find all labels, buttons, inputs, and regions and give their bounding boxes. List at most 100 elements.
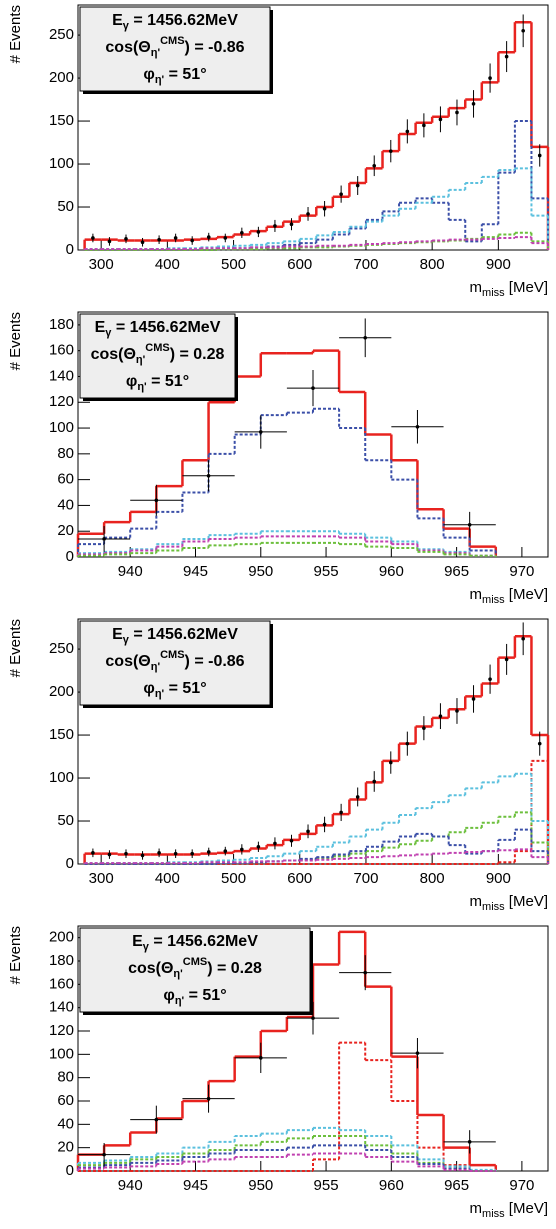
data-point xyxy=(467,1140,472,1144)
data-point xyxy=(273,224,277,228)
subscript: η' xyxy=(151,47,161,59)
text-part: E xyxy=(112,626,123,643)
x-tick-label: 300 xyxy=(89,256,114,273)
text-part: [MeV] xyxy=(505,586,548,603)
x-tick-label: 970 xyxy=(509,1177,534,1194)
data-point xyxy=(223,849,228,853)
y-tick-label: 160 xyxy=(49,975,74,992)
data-point xyxy=(273,841,277,846)
text-part: E xyxy=(95,319,106,336)
y-tick-label: 20 xyxy=(57,522,74,539)
y-tick-label: 80 xyxy=(57,1069,74,1086)
y-axis-label: # Events xyxy=(7,619,24,677)
y-tick-label: 80 xyxy=(57,445,74,462)
data-point xyxy=(488,677,492,681)
data-point xyxy=(258,430,263,434)
data-point xyxy=(289,222,294,227)
data-point xyxy=(422,123,426,128)
data-point xyxy=(157,851,161,855)
y-tick-label: 120 xyxy=(49,1022,74,1039)
text-part: = 51° xyxy=(184,987,226,1004)
data-point xyxy=(355,183,360,188)
x-tick-label: 400 xyxy=(155,256,180,273)
y-tick-label: 50 xyxy=(57,812,74,829)
annotation: Eγ = 1456.62MeV xyxy=(112,626,238,646)
annotation: φη' = 51° xyxy=(163,987,226,1007)
x-axis-label: mmiss [MeV] xyxy=(470,586,548,606)
subscript: η' xyxy=(175,995,185,1007)
y-tick-label: 100 xyxy=(49,1045,74,1062)
x-tick-label: 900 xyxy=(486,256,511,273)
data-point xyxy=(190,851,194,856)
subscript: miss xyxy=(482,1208,505,1220)
y-axis-label: # Events xyxy=(7,926,24,984)
y-tick-label: 100 xyxy=(49,769,74,786)
data-point xyxy=(455,110,459,115)
x-axis-label: mmiss [MeV] xyxy=(470,279,548,299)
y-tick-label: 100 xyxy=(49,419,74,436)
x-tick-label: 700 xyxy=(353,870,378,887)
x-tick-label: 940 xyxy=(118,563,143,580)
x-tick-label: 940 xyxy=(118,1177,143,1194)
x-tick-label: 960 xyxy=(379,563,404,580)
text-part: ) = -0.86 xyxy=(185,653,245,670)
text-part: ) = 0.28 xyxy=(207,960,262,977)
subscript: η' xyxy=(155,74,165,86)
x-tick-label: 900 xyxy=(486,870,511,887)
x-tick-label: 955 xyxy=(314,563,339,580)
x-tick-label: 600 xyxy=(287,256,312,273)
data-point xyxy=(124,237,128,241)
subscript: γ xyxy=(105,327,112,339)
x-tick-label: 945 xyxy=(183,563,208,580)
data-point xyxy=(322,206,327,211)
x-tick-label: 945 xyxy=(183,1177,208,1194)
data-point xyxy=(124,851,128,856)
data-point xyxy=(256,845,261,849)
text-part: = 1456.62MeV xyxy=(149,933,258,950)
data-point xyxy=(372,163,377,168)
x-tick-label: 800 xyxy=(420,256,445,273)
x-tick-label: 950 xyxy=(248,1177,273,1194)
data-point xyxy=(157,237,161,242)
y-tick-label: 40 xyxy=(57,496,74,513)
data-point xyxy=(206,850,211,854)
subscript: γ xyxy=(143,941,150,953)
data-point xyxy=(306,212,310,216)
superscript: CMS xyxy=(160,35,184,47)
annotation-box xyxy=(79,6,271,92)
x-axis-label: mmiss [MeV] xyxy=(470,893,548,913)
data-point xyxy=(240,231,244,235)
data-point xyxy=(311,1016,315,1020)
text-part: [MeV] xyxy=(505,279,548,296)
data-point xyxy=(289,838,294,843)
y-tick-label: 100 xyxy=(49,155,74,172)
superscript: CMS xyxy=(183,956,207,968)
subscript: η' xyxy=(151,661,161,673)
data-point xyxy=(405,741,410,746)
data-point xyxy=(415,1051,420,1055)
subscript: η' xyxy=(136,354,146,366)
x-tick-label: 500 xyxy=(221,870,246,887)
annotation: cos(Θη'CMS) = -0.86 xyxy=(105,649,244,673)
x-tick-label: 800 xyxy=(420,870,445,887)
text-part: = 1456.62MeV xyxy=(129,626,238,643)
data-point xyxy=(173,851,178,856)
data-point xyxy=(438,117,443,122)
superscript: CMS xyxy=(145,342,169,354)
text-part: m xyxy=(470,586,483,603)
data-point xyxy=(173,236,178,240)
data-point xyxy=(102,537,106,541)
y-tick-label: 160 xyxy=(49,342,74,359)
data-point xyxy=(322,822,327,827)
annotation: Eγ = 1456.62MeV xyxy=(132,933,258,953)
y-tick-label: 250 xyxy=(49,640,74,657)
y-tick-label: 140 xyxy=(49,367,74,384)
superscript: CMS xyxy=(160,649,184,661)
y-tick-label: 0 xyxy=(66,855,74,872)
text-part: E xyxy=(132,933,143,950)
x-tick-label: 400 xyxy=(155,870,180,887)
y-tick-label: 250 xyxy=(49,26,74,43)
text-part: φ xyxy=(143,680,154,697)
text-part: m xyxy=(470,1200,483,1217)
text-part: [MeV] xyxy=(505,1200,548,1217)
